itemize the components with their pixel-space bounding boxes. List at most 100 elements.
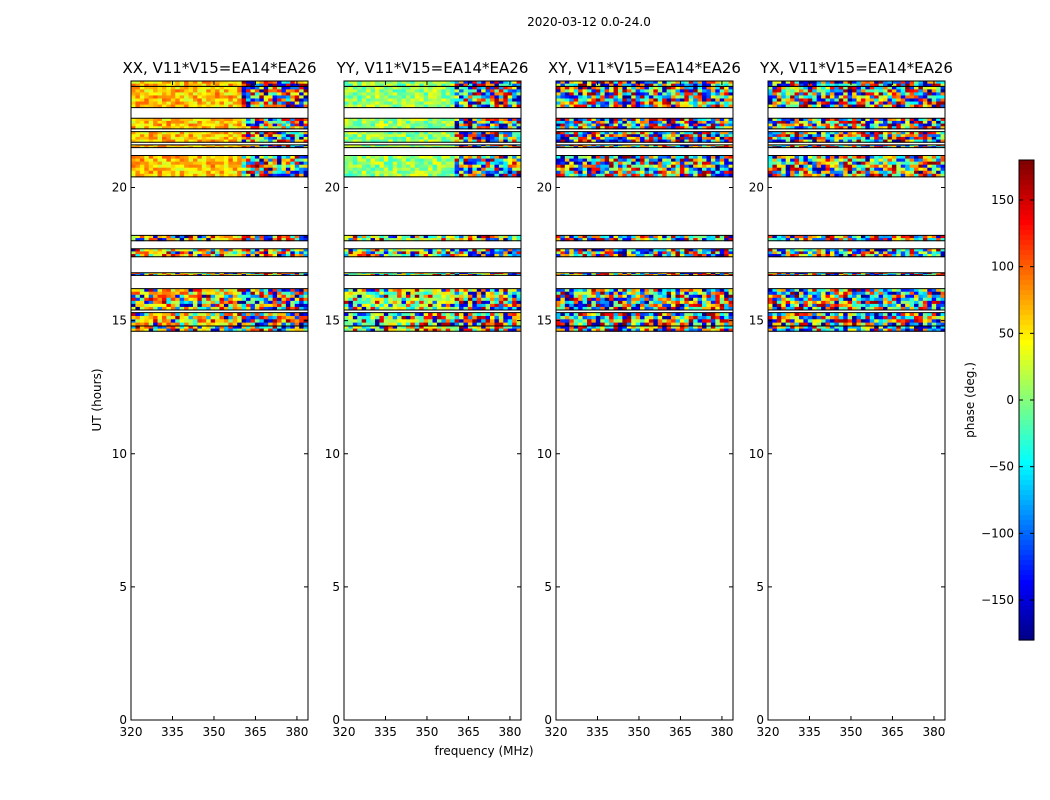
phase-cell xyxy=(507,104,513,109)
phase-cell xyxy=(463,173,469,178)
phase-cell xyxy=(383,251,389,255)
phase-cell xyxy=(445,81,451,85)
phase-cell xyxy=(246,294,251,299)
phase-cell xyxy=(516,158,521,163)
phase-cell xyxy=(573,303,579,308)
phase-cell xyxy=(285,144,291,147)
phase-cell xyxy=(357,297,363,302)
phase-cell xyxy=(161,120,167,124)
phase-cell xyxy=(188,315,194,320)
phase-cell xyxy=(161,303,167,308)
phase-cell xyxy=(560,248,566,252)
phase-cell xyxy=(135,312,141,317)
phase-cell xyxy=(268,170,273,175)
phase-cell xyxy=(428,238,433,242)
phase-cell xyxy=(405,319,411,324)
phase-cell xyxy=(259,248,265,252)
phase-cell xyxy=(348,248,354,252)
phase-cell xyxy=(401,164,407,169)
phase-cell xyxy=(232,306,238,311)
phase-cell xyxy=(188,136,194,140)
phase-cell xyxy=(175,89,181,93)
phase-cell xyxy=(383,92,389,96)
phase-cell xyxy=(631,297,637,302)
phase-cell xyxy=(374,95,380,99)
phase-cell xyxy=(374,319,380,324)
phase-cell xyxy=(392,126,398,130)
phase-cell xyxy=(498,325,504,330)
phase-cell xyxy=(472,134,478,138)
phase-cell xyxy=(657,306,663,311)
phase-cell xyxy=(684,306,690,311)
phase-cell xyxy=(401,322,407,327)
phase-cell xyxy=(657,248,663,252)
phase-cell xyxy=(232,86,238,90)
phase-cell xyxy=(428,251,433,255)
phase-cell xyxy=(201,251,207,255)
phase-cell xyxy=(175,170,181,175)
phase-cell xyxy=(481,315,486,320)
phase-cell xyxy=(237,297,243,302)
phase-cell xyxy=(450,126,456,130)
phase-cell xyxy=(617,144,623,147)
phase-cell xyxy=(361,83,367,87)
phase-cell xyxy=(436,123,442,127)
phase-image xyxy=(344,81,521,332)
phase-cell xyxy=(666,155,672,159)
phase-cell xyxy=(578,328,583,332)
phase-cell xyxy=(157,95,163,99)
phase-cell xyxy=(432,173,438,178)
phase-cell xyxy=(259,92,265,96)
phase-cell xyxy=(481,322,486,327)
phase-cell xyxy=(459,134,464,138)
phase-cell xyxy=(259,254,265,258)
phase-cell xyxy=(569,144,575,147)
phase-cell xyxy=(671,238,676,242)
phase-cell xyxy=(272,95,278,99)
phase-cell xyxy=(467,83,473,87)
phase-cell xyxy=(144,92,150,96)
phase-cell xyxy=(299,251,304,255)
phase-cell xyxy=(361,167,367,172)
phase-cell xyxy=(428,139,433,143)
phase-cell xyxy=(303,272,308,275)
phase-cell xyxy=(564,158,570,163)
phase-cell xyxy=(459,126,464,130)
phase-cell xyxy=(179,139,185,143)
phase-cell xyxy=(459,98,464,102)
phase-cell xyxy=(397,131,402,135)
phase-cell xyxy=(648,251,654,255)
phase-cell xyxy=(657,272,663,275)
phase-cell xyxy=(450,312,456,317)
phase-cell xyxy=(397,315,402,320)
phase-cell xyxy=(144,158,150,163)
phase-cell xyxy=(693,272,698,275)
phase-cell xyxy=(144,81,150,85)
phase-cell xyxy=(503,83,509,87)
phase-cell xyxy=(556,303,561,308)
phase-cell xyxy=(595,322,601,327)
phase-cell xyxy=(254,170,260,175)
phase-cell xyxy=(219,319,225,324)
phase-cell xyxy=(481,306,486,311)
phase-cell xyxy=(290,254,296,258)
phase-cell xyxy=(285,120,291,124)
phase-cell xyxy=(254,254,260,258)
phase-cell xyxy=(419,123,425,127)
phase-cell xyxy=(631,170,637,175)
phase-cell xyxy=(153,306,158,311)
phase-cell xyxy=(436,235,442,239)
phase-cell xyxy=(175,238,181,242)
phase-cell xyxy=(459,173,464,178)
phase-cell xyxy=(148,155,154,159)
phase-cell xyxy=(405,104,411,109)
phase-cell xyxy=(170,81,176,85)
phase-cell xyxy=(441,83,447,87)
phase-cell xyxy=(441,101,447,105)
phase-cell xyxy=(688,322,694,327)
phase-cell xyxy=(591,303,597,308)
phase-cell xyxy=(157,118,163,122)
phase-cell xyxy=(675,306,681,311)
phase-cell xyxy=(454,158,460,163)
phase-cell xyxy=(153,238,158,242)
